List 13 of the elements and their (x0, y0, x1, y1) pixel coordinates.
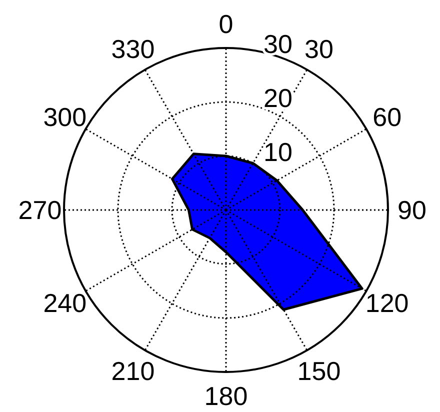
spoke-label: 0 (218, 9, 234, 39)
spoke-label: 120 (365, 288, 409, 318)
spoke-label: 150 (297, 356, 341, 386)
spoke-label: 60 (372, 102, 402, 132)
y-tick-label: 10 (264, 137, 292, 167)
spoke-label: 240 (43, 288, 87, 318)
spoke-label: 210 (111, 356, 155, 386)
spoke-label: 90 (398, 195, 426, 225)
y-tick-label: 20 (264, 83, 292, 113)
spoke-label: 180 (204, 381, 248, 411)
spoke-label: 330 (111, 34, 155, 64)
spoke-label: 300 (43, 102, 87, 132)
spoke-label: 270 (18, 195, 62, 225)
